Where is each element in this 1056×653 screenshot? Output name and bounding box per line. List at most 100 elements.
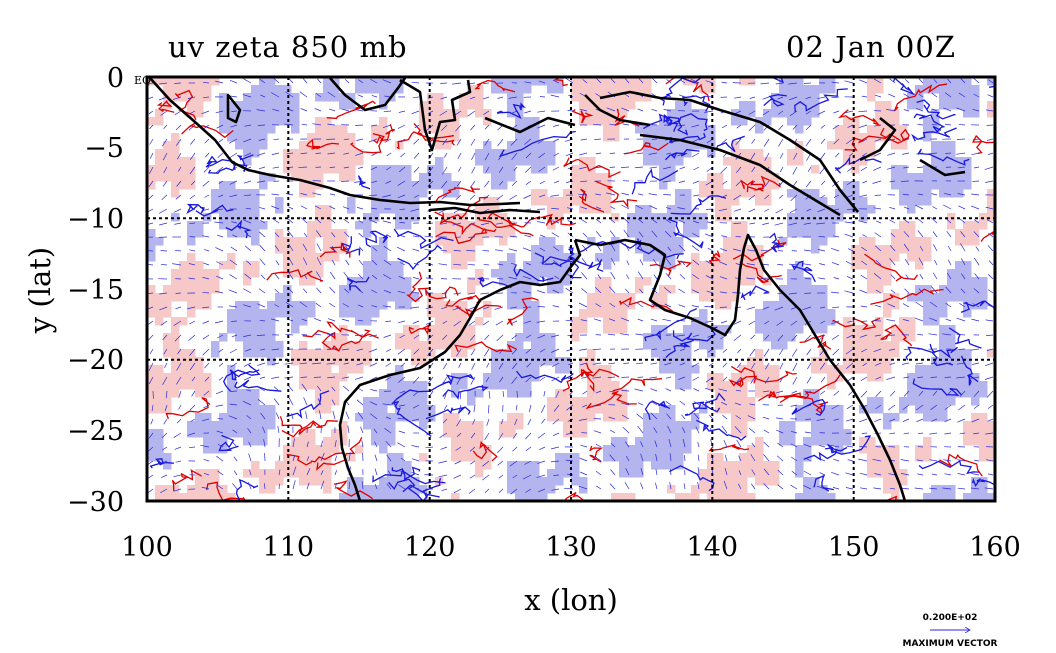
wind-vector [788, 82, 798, 85]
vorticity-cell [259, 173, 268, 182]
vorticity-cell [883, 109, 892, 118]
vorticity-cell [819, 197, 828, 206]
wind-vector [777, 469, 784, 476]
vorticity-cell [595, 189, 604, 198]
vorticity-cell [523, 277, 532, 286]
wind-vector [666, 152, 672, 155]
wind-vector [942, 487, 952, 490]
wind-vector [229, 403, 238, 406]
vorticity-cell [643, 149, 652, 158]
vorticity-cell [275, 101, 284, 110]
vorticity-cell [203, 445, 212, 454]
vorticity-cell [491, 77, 500, 86]
wind-vector [803, 470, 812, 476]
vorticity-cell [899, 141, 908, 150]
vorticity-cell [691, 285, 700, 294]
wind-vector [301, 318, 308, 322]
wind-vector [677, 124, 686, 127]
wind-vector [425, 446, 434, 449]
vorticity-cell [643, 213, 652, 222]
vorticity-cell [411, 357, 420, 366]
wind-vector [788, 222, 798, 226]
vorticity-cell [467, 421, 476, 430]
vorticity-cell [371, 261, 380, 270]
wind-vector [413, 334, 420, 339]
vorticity-cell [283, 461, 292, 470]
wind-vector [693, 388, 700, 392]
wind-vector [383, 245, 392, 252]
vorticity-cell [211, 485, 220, 494]
vorticity-cell [587, 101, 596, 110]
wind-vector [956, 317, 966, 322]
wind-vector [945, 318, 952, 322]
vorticity-contour [553, 77, 568, 87]
vorticity-cell [675, 429, 684, 438]
vorticity-cell [339, 133, 348, 142]
wind-vector [833, 458, 840, 462]
wind-vector [498, 166, 504, 173]
vorticity-cell [547, 237, 556, 246]
vorticity-cell [403, 333, 412, 342]
wind-vector [648, 193, 658, 196]
vorticity-cell [275, 93, 284, 102]
vorticity-cell [403, 173, 412, 182]
wind-vector [456, 138, 462, 146]
wind-vector [593, 123, 602, 126]
wind-vector [539, 348, 546, 353]
vorticity-cell [771, 389, 780, 398]
vorticity-contour [666, 113, 708, 132]
wind-vector [274, 304, 280, 308]
vorticity-contour [825, 435, 872, 455]
wind-vector [805, 138, 812, 147]
vorticity-cell [435, 309, 444, 318]
wind-vector [187, 306, 196, 310]
vorticity-cell [555, 477, 564, 486]
vorticity-cell [763, 189, 772, 198]
vorticity-cell [147, 429, 156, 438]
vorticity-cell [955, 229, 964, 238]
wind-vector [606, 107, 616, 112]
vorticity-cell [379, 77, 388, 86]
wind-vector [203, 96, 210, 99]
vorticity-cell [963, 493, 972, 501]
vorticity-cell [675, 101, 684, 110]
wind-vector [373, 428, 378, 434]
vorticity-cell [715, 397, 724, 406]
vorticity-cell [363, 221, 372, 230]
wind-vector [902, 152, 910, 155]
vorticity-cell [763, 477, 772, 486]
vorticity-cell [211, 349, 220, 358]
wind-vector [844, 80, 854, 84]
wind-vector [201, 486, 210, 490]
vorticity-cell [763, 461, 772, 470]
wind-vector [202, 81, 210, 84]
wind-vector [286, 152, 294, 155]
wind-vector [147, 222, 154, 225]
wind-vector [288, 397, 294, 406]
vorticity-cell [891, 245, 900, 254]
vorticity-cell [459, 229, 468, 238]
vorticity-cell [371, 165, 380, 174]
vorticity-cell [971, 437, 980, 446]
vorticity-cell [171, 485, 180, 494]
vorticity-cell [419, 485, 428, 494]
wind-vector [749, 348, 756, 357]
wind-vector [327, 152, 336, 155]
vorticity-contour [913, 113, 946, 133]
vorticity-cell [643, 429, 652, 438]
vorticity-cell [875, 285, 884, 294]
wind-vector [482, 474, 490, 481]
vorticity-cell [867, 333, 876, 342]
vorticity-cell [315, 221, 324, 230]
vorticity-cell [747, 461, 756, 470]
vorticity-cell [171, 325, 180, 334]
vorticity-cell [563, 205, 572, 214]
wind-vector [256, 180, 266, 183]
y-tick-label: −25 [67, 416, 124, 447]
wind-vector [285, 91, 294, 98]
vorticity-cell [731, 285, 740, 294]
vorticity-cell [195, 293, 204, 302]
vorticity-cell [707, 189, 716, 198]
vorticity-cell [267, 173, 276, 182]
vorticity-cell [819, 237, 828, 246]
